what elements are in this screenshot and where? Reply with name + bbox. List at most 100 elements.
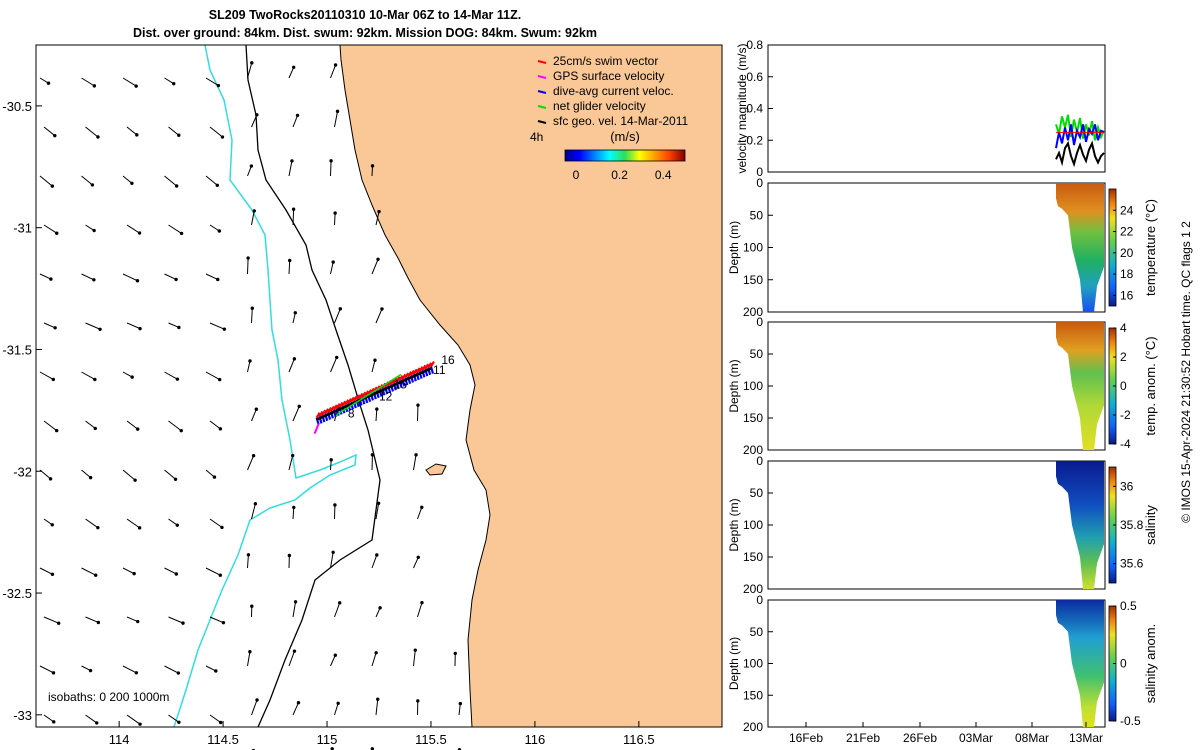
map-x-tick-label: 115.5 (415, 732, 447, 747)
track-annotation: 4h (530, 130, 543, 144)
velocity-arrow (164, 175, 177, 187)
velocity-arrow (164, 469, 176, 480)
velocity-arrow-head (212, 475, 217, 479)
swim-vector (355, 394, 361, 401)
velocity-arrow-head (370, 453, 375, 457)
velocity-arrow-head (376, 697, 380, 701)
velocity-arrow (292, 507, 295, 520)
velocity-arrow-head (96, 620, 101, 625)
velocity-arrow (126, 126, 138, 136)
map-y-tick-label: -32.5 (2, 586, 32, 601)
velocity-arrow (164, 567, 177, 575)
velocity-arrow-head (255, 698, 259, 702)
velocity-arrow-head (338, 307, 343, 311)
map-y-tick-label: -31 (13, 221, 32, 236)
velocity-arrow (39, 567, 53, 575)
velocity-panel-frame (767, 44, 1106, 173)
velocity-arrow (375, 503, 380, 520)
velocity-arrow-head (453, 651, 457, 656)
velocity-arrow (288, 260, 291, 275)
velocity-arrow (85, 322, 101, 330)
velocity-arrow (330, 552, 334, 569)
velocity-arrow-head (329, 159, 333, 163)
velocity-arrow (122, 567, 135, 575)
velocity-arrow (247, 360, 251, 373)
time-x-tick-label: 26Feb (903, 731, 937, 745)
velocity-arrow-head (218, 427, 223, 431)
section-colorbar-tick-label: 24 (1120, 203, 1134, 217)
time-x-tick-label: 13Mar (1069, 731, 1103, 745)
velocity-arrow (334, 308, 341, 324)
velocity-arrow-head (292, 505, 296, 510)
velocity-arrow (209, 616, 224, 624)
swim-vector (329, 405, 335, 412)
legend-marker (537, 75, 547, 79)
swim-vector (324, 408, 330, 415)
velocity-arrow-head (137, 526, 142, 530)
velocity-arrow-head (88, 668, 93, 673)
map-y-tick-label: -30.5 (2, 99, 32, 114)
velocity-arrow-head (329, 458, 333, 462)
velocity-arrow (126, 714, 141, 725)
swim-vector (315, 412, 321, 419)
section-data-area (1056, 322, 1104, 450)
track-label: 15 (394, 377, 408, 391)
velocity-arrow-head (217, 229, 222, 233)
velocity-arrow-head (218, 720, 223, 725)
velocity-arrow (81, 273, 95, 281)
velocity-arrow (39, 175, 53, 187)
section-colorbar-tick-label: 0 (1120, 657, 1127, 671)
velocity-arrow-head (174, 184, 179, 188)
velocity-arrow (251, 409, 257, 422)
velocity-arrow (247, 62, 253, 79)
swim-vector (415, 367, 421, 374)
velocity-arrow (122, 371, 133, 378)
velocity-arrow (330, 261, 334, 275)
time-x-tick-label: 21Feb (846, 731, 880, 745)
velocity-arrow (292, 312, 296, 324)
current-vector (429, 366, 435, 374)
section-y-tick-label: 0 (756, 315, 763, 329)
velocity-arrow-head (250, 604, 254, 608)
credit-text: © IMOS 15-Apr-2024 21:30:52 Hobart time.… (1179, 221, 1193, 523)
swim-vector (347, 398, 353, 405)
geostrophic-velocity-field (39, 61, 463, 750)
velocity-arrow-head (220, 135, 225, 139)
map-x-tick-label: 116 (525, 732, 546, 747)
section-y-tick-label: 100 (743, 379, 763, 393)
velocity-arrow-head (330, 747, 334, 750)
section-colorbar-tick-label: -0.5 (1120, 714, 1141, 728)
velocity-arrow-head (414, 453, 418, 457)
velocity-arrow-head (215, 183, 220, 187)
velocity-series-line (1055, 124, 1105, 149)
track-line (316, 367, 432, 421)
velocity-arrow-head (53, 133, 57, 138)
velocity-y-tick-label: 0 (756, 165, 763, 179)
velocity-arrow (39, 273, 52, 280)
speed-colorbar: (m/s) 0 0.2 0.4 (564, 129, 686, 182)
swim-vector (367, 389, 373, 396)
section-colorbar-tick-label: 18 (1120, 267, 1134, 281)
velocity-arrow (126, 224, 140, 234)
velocity-arrow-head (93, 426, 97, 431)
velocity-arrow-head (297, 404, 301, 409)
section-colorbar-tick-label: 0 (1120, 379, 1127, 393)
map-x-tick-label: 114 (109, 732, 130, 747)
velocity-arrow-head (175, 377, 180, 381)
velocity-arrow (209, 518, 223, 528)
velocity-arrow (251, 699, 258, 716)
velocity-arrow-head (246, 553, 251, 557)
swim-vector (335, 403, 341, 410)
velocity-arrow-head (179, 428, 183, 433)
velocity-arrow (417, 507, 423, 520)
map-y-tick-label: -31.5 (2, 342, 32, 357)
velocity-arrow-head (292, 649, 297, 653)
velocity-arrow (168, 420, 182, 432)
velocity-arrow-head (214, 669, 218, 673)
velocity-arrow (164, 371, 178, 380)
velocity-arrow-head (218, 573, 222, 577)
velocity-arrow-head (50, 184, 55, 188)
chart-title-line-1: SL209 TwoRocks20110310 10-Mar 06Z to 14-… (208, 8, 522, 22)
velocity-arrow-head (413, 648, 417, 652)
